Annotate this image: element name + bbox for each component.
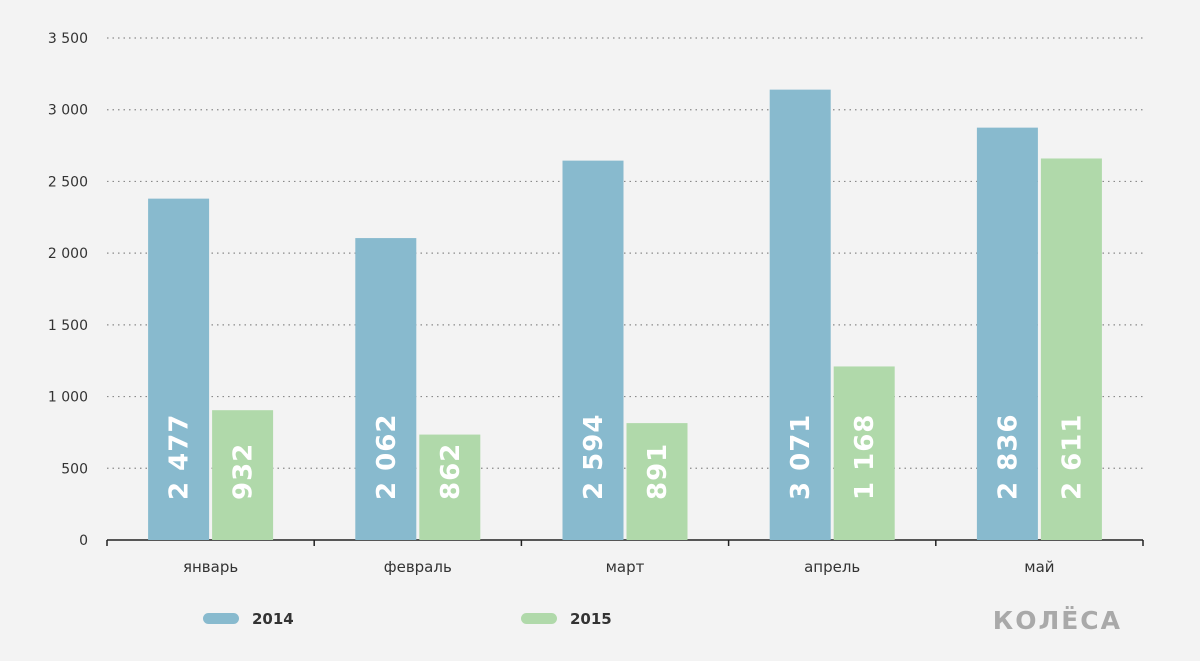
y-tick-label: 3 500 [48,31,88,47]
y-tick-label: 1 500 [48,318,88,334]
x-tick-label: февраль [384,558,452,576]
bar-2014 [355,238,417,540]
bar-2015 [212,410,274,540]
y-tick-label: 0 [79,533,88,549]
bar-value-label: 891 [643,443,673,500]
bar-2014 [148,198,210,540]
brand-logo: КОЛЁСА [992,606,1122,635]
bar-2015 [1040,158,1102,541]
bar-2014 [976,127,1038,541]
legend-swatch-2014 [203,613,239,624]
y-tick-label: 2 000 [48,246,88,262]
bar-2015 [833,366,895,540]
bar-value-label: 2 594 [579,414,609,500]
y-tick-label: 2 500 [48,174,88,190]
bar-value-label: 1 168 [850,414,880,500]
x-tick-label: апрель [804,558,860,576]
bar-value-label: 2 836 [993,414,1023,500]
legend-swatch-2015 [521,613,557,624]
x-tick-label: май [1024,558,1054,576]
bar-2014 [562,160,624,541]
bar-value-label: 3 071 [786,414,816,500]
bar-value-label: 862 [436,443,466,500]
bar-2015 [626,423,688,540]
legend-label: 2014 [252,610,294,628]
bar-value-label: 932 [229,443,259,500]
bar-2014 [769,89,831,541]
bar-value-label: 2 062 [372,414,402,500]
bar-value-label: 2 611 [1057,414,1087,500]
bar-2015 [419,434,481,540]
y-tick-label: 1 000 [48,390,88,406]
legend-label: 2015 [570,610,612,628]
y-tick-label: 3 000 [48,103,88,119]
x-tick-label: март [606,558,645,576]
y-tick-label: 500 [61,461,88,477]
bar-value-label: 2 477 [165,414,195,500]
x-tick-label: январь [183,558,238,576]
